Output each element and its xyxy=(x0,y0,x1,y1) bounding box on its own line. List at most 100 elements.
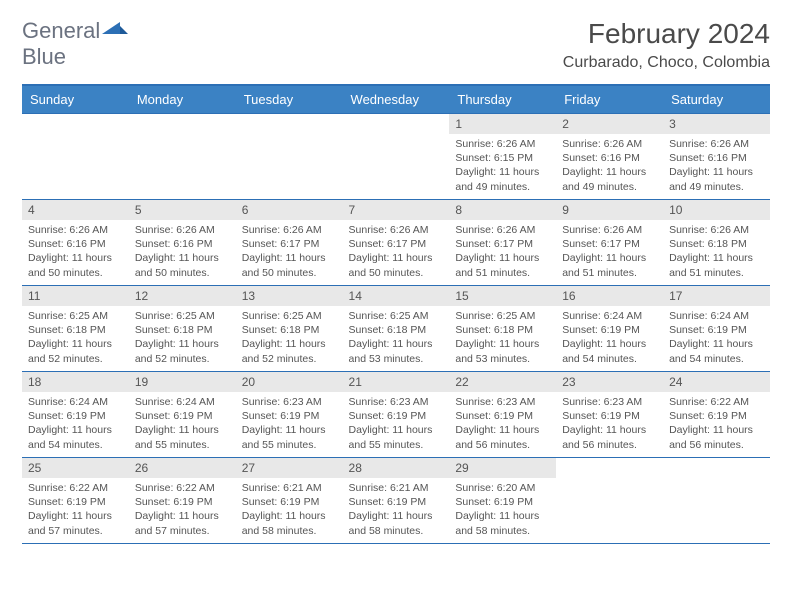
day-details: Sunrise: 6:25 AMSunset: 6:18 PMDaylight:… xyxy=(449,306,556,370)
logo-word2: Blue xyxy=(22,44,66,69)
page-subtitle: Curbarado, Choco, Colombia xyxy=(563,54,770,72)
sunset-line: Sunset: 6:19 PM xyxy=(669,323,764,337)
calendar-table: SundayMondayTuesdayWednesdayThursdayFrid… xyxy=(22,84,770,544)
daylight-line: Daylight: 11 hours and 55 minutes. xyxy=(242,423,337,451)
daylight-line: Daylight: 11 hours and 51 minutes. xyxy=(455,251,550,279)
day-details: Sunrise: 6:26 AMSunset: 6:17 PMDaylight:… xyxy=(343,220,450,284)
sunrise-line: Sunrise: 6:26 AM xyxy=(669,137,764,151)
daylight-line: Daylight: 11 hours and 49 minutes. xyxy=(669,165,764,193)
sunset-line: Sunset: 6:19 PM xyxy=(562,323,657,337)
calendar-cell: 5Sunrise: 6:26 AMSunset: 6:16 PMDaylight… xyxy=(129,200,236,286)
day-details: Sunrise: 6:26 AMSunset: 6:16 PMDaylight:… xyxy=(22,220,129,284)
sunrise-line: Sunrise: 6:26 AM xyxy=(455,137,550,151)
sunset-line: Sunset: 6:17 PM xyxy=(349,237,444,251)
sunrise-line: Sunrise: 6:25 AM xyxy=(242,309,337,323)
day-details: Sunrise: 6:23 AMSunset: 6:19 PMDaylight:… xyxy=(343,392,450,456)
day-details: Sunrise: 6:24 AMSunset: 6:19 PMDaylight:… xyxy=(22,392,129,456)
daylight-line: Daylight: 11 hours and 51 minutes. xyxy=(669,251,764,279)
day-details: Sunrise: 6:22 AMSunset: 6:19 PMDaylight:… xyxy=(663,392,770,456)
sunrise-line: Sunrise: 6:25 AM xyxy=(455,309,550,323)
sunrise-line: Sunrise: 6:22 AM xyxy=(669,395,764,409)
sunrise-line: Sunrise: 6:26 AM xyxy=(562,137,657,151)
calendar-cell: 1Sunrise: 6:26 AMSunset: 6:15 PMDaylight… xyxy=(449,114,556,200)
day-header: Friday xyxy=(556,85,663,114)
day-number: 26 xyxy=(129,458,236,478)
calendar-cell: 2Sunrise: 6:26 AMSunset: 6:16 PMDaylight… xyxy=(556,114,663,200)
sunset-line: Sunset: 6:18 PM xyxy=(349,323,444,337)
calendar-week-row: 1Sunrise: 6:26 AMSunset: 6:15 PMDaylight… xyxy=(22,114,770,200)
day-number: 28 xyxy=(343,458,450,478)
sunrise-line: Sunrise: 6:21 AM xyxy=(349,481,444,495)
daylight-line: Daylight: 11 hours and 56 minutes. xyxy=(455,423,550,451)
sunset-line: Sunset: 6:19 PM xyxy=(455,495,550,509)
sunrise-line: Sunrise: 6:24 AM xyxy=(562,309,657,323)
day-number: 15 xyxy=(449,286,556,306)
sunset-line: Sunset: 6:19 PM xyxy=(669,409,764,423)
day-details: Sunrise: 6:26 AMSunset: 6:17 PMDaylight:… xyxy=(449,220,556,284)
daylight-line: Daylight: 11 hours and 57 minutes. xyxy=(135,509,230,537)
logo: General xyxy=(22,18,130,44)
calendar-cell: 26Sunrise: 6:22 AMSunset: 6:19 PMDayligh… xyxy=(129,458,236,544)
calendar-cell xyxy=(663,458,770,544)
sunrise-line: Sunrise: 6:26 AM xyxy=(135,223,230,237)
title-block: February 2024 Curbarado, Choco, Colombia xyxy=(563,18,770,72)
day-number: 2 xyxy=(556,114,663,134)
day-number: 13 xyxy=(236,286,343,306)
sunrise-line: Sunrise: 6:24 AM xyxy=(669,309,764,323)
logo-sub: Blue xyxy=(22,44,66,70)
sunset-line: Sunset: 6:17 PM xyxy=(455,237,550,251)
daylight-line: Daylight: 11 hours and 54 minutes. xyxy=(669,337,764,365)
calendar-cell: 14Sunrise: 6:25 AMSunset: 6:18 PMDayligh… xyxy=(343,286,450,372)
day-number: 22 xyxy=(449,372,556,392)
day-details: Sunrise: 6:23 AMSunset: 6:19 PMDaylight:… xyxy=(449,392,556,456)
day-details: Sunrise: 6:25 AMSunset: 6:18 PMDaylight:… xyxy=(236,306,343,370)
calendar-cell: 11Sunrise: 6:25 AMSunset: 6:18 PMDayligh… xyxy=(22,286,129,372)
day-number: 4 xyxy=(22,200,129,220)
calendar-cell: 20Sunrise: 6:23 AMSunset: 6:19 PMDayligh… xyxy=(236,372,343,458)
sunset-line: Sunset: 6:19 PM xyxy=(562,409,657,423)
day-details: Sunrise: 6:26 AMSunset: 6:17 PMDaylight:… xyxy=(556,220,663,284)
calendar-cell: 12Sunrise: 6:25 AMSunset: 6:18 PMDayligh… xyxy=(129,286,236,372)
daylight-line: Daylight: 11 hours and 52 minutes. xyxy=(28,337,123,365)
sunrise-line: Sunrise: 6:20 AM xyxy=(455,481,550,495)
day-details: Sunrise: 6:20 AMSunset: 6:19 PMDaylight:… xyxy=(449,478,556,542)
day-header: Thursday xyxy=(449,85,556,114)
sunset-line: Sunset: 6:18 PM xyxy=(242,323,337,337)
sunrise-line: Sunrise: 6:23 AM xyxy=(349,395,444,409)
sunrise-line: Sunrise: 6:25 AM xyxy=(349,309,444,323)
sunrise-line: Sunrise: 6:23 AM xyxy=(242,395,337,409)
sunset-line: Sunset: 6:19 PM xyxy=(135,495,230,509)
calendar-body: 1Sunrise: 6:26 AMSunset: 6:15 PMDaylight… xyxy=(22,114,770,544)
sunset-line: Sunset: 6:19 PM xyxy=(242,495,337,509)
sunrise-line: Sunrise: 6:26 AM xyxy=(242,223,337,237)
day-number: 25 xyxy=(22,458,129,478)
daylight-line: Daylight: 11 hours and 56 minutes. xyxy=(562,423,657,451)
calendar-cell: 19Sunrise: 6:24 AMSunset: 6:19 PMDayligh… xyxy=(129,372,236,458)
sunrise-line: Sunrise: 6:24 AM xyxy=(135,395,230,409)
day-details: Sunrise: 6:25 AMSunset: 6:18 PMDaylight:… xyxy=(129,306,236,370)
day-details: Sunrise: 6:24 AMSunset: 6:19 PMDaylight:… xyxy=(556,306,663,370)
day-details: Sunrise: 6:21 AMSunset: 6:19 PMDaylight:… xyxy=(343,478,450,542)
daylight-line: Daylight: 11 hours and 58 minutes. xyxy=(455,509,550,537)
sunrise-line: Sunrise: 6:24 AM xyxy=(28,395,123,409)
calendar-cell: 10Sunrise: 6:26 AMSunset: 6:18 PMDayligh… xyxy=(663,200,770,286)
sunset-line: Sunset: 6:18 PM xyxy=(669,237,764,251)
day-details: Sunrise: 6:26 AMSunset: 6:15 PMDaylight:… xyxy=(449,134,556,198)
calendar-cell: 23Sunrise: 6:23 AMSunset: 6:19 PMDayligh… xyxy=(556,372,663,458)
sunrise-line: Sunrise: 6:22 AM xyxy=(28,481,123,495)
calendar-cell xyxy=(236,114,343,200)
day-number: 3 xyxy=(663,114,770,134)
daylight-line: Daylight: 11 hours and 50 minutes. xyxy=(28,251,123,279)
calendar-week-row: 4Sunrise: 6:26 AMSunset: 6:16 PMDaylight… xyxy=(22,200,770,286)
logo-word1: General xyxy=(22,18,100,44)
calendar-cell: 7Sunrise: 6:26 AMSunset: 6:17 PMDaylight… xyxy=(343,200,450,286)
day-number: 16 xyxy=(556,286,663,306)
day-number: 19 xyxy=(129,372,236,392)
day-details: Sunrise: 6:24 AMSunset: 6:19 PMDaylight:… xyxy=(663,306,770,370)
calendar-cell xyxy=(129,114,236,200)
sunset-line: Sunset: 6:19 PM xyxy=(135,409,230,423)
sunset-line: Sunset: 6:19 PM xyxy=(455,409,550,423)
day-number: 1 xyxy=(449,114,556,134)
sunset-line: Sunset: 6:19 PM xyxy=(349,409,444,423)
day-number: 6 xyxy=(236,200,343,220)
